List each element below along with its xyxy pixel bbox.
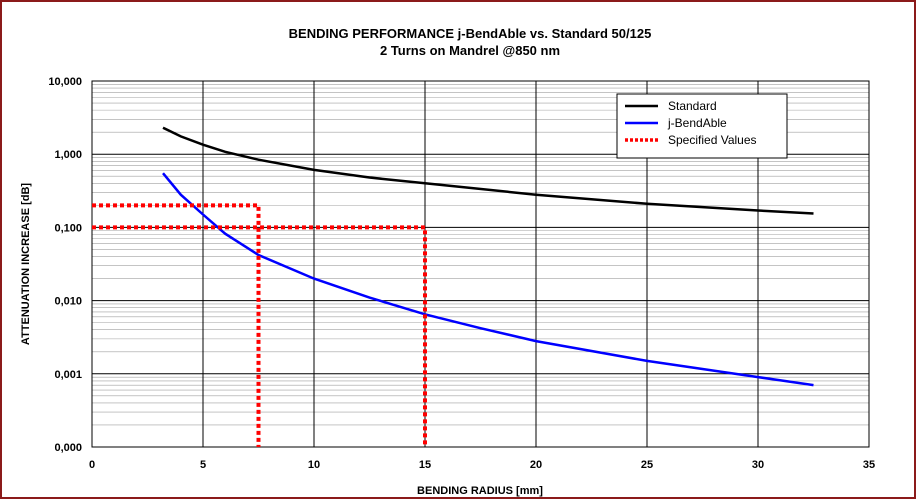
- x-tick-label: 0: [89, 459, 95, 471]
- series-standard-line: [162, 126, 814, 215]
- y-axis-label: ATTENUATION INCREASE [dB]: [20, 183, 32, 345]
- x-tick-label: 30: [752, 459, 764, 471]
- legend-label-standard: Standard: [668, 99, 717, 113]
- x-tick-label: 15: [419, 459, 431, 471]
- legend-label-j-bendable: j-BendAble: [667, 116, 727, 130]
- y-tick-label: 0,001: [54, 369, 82, 381]
- x-axis-label: BENDING RADIUS [mm]: [417, 485, 543, 497]
- chart-subtitle: 2 Turns on Mandrel @850 nm: [380, 43, 560, 58]
- x-tick-label: 10: [308, 459, 320, 471]
- y-tick-label: 0,100: [54, 222, 82, 234]
- legend-label-specified-values: Specified Values: [668, 133, 757, 147]
- series-specified-values-line: [92, 225, 427, 447]
- y-axis-ticks: 10,000 1,000 0,100 0,010 0,001 0,000: [48, 76, 82, 454]
- y-tick-label: 10,000: [48, 76, 82, 88]
- y-tick-label: 0,010: [54, 296, 82, 308]
- legend-box: [616, 93, 788, 159]
- series-j-bendable-line: [162, 172, 814, 387]
- y-tick-label: 1,000: [54, 149, 82, 161]
- x-axis-ticks: 0 5 10 15 20 25 30 35: [89, 459, 875, 471]
- y-tick-label: 0,000: [54, 442, 82, 454]
- x-tick-label: 35: [863, 459, 875, 471]
- x-tick-label: 20: [530, 459, 542, 471]
- series-specified-values-line: [92, 203, 261, 447]
- plot-area: [91, 80, 870, 448]
- chart-title: BENDING PERFORMANCE j-BendAble vs. Stand…: [289, 26, 652, 41]
- series-layer: [92, 126, 814, 447]
- minor-gridlines: [92, 84, 869, 426]
- legend: Standard j-BendAble Specified Values: [616, 93, 788, 159]
- x-tick-label: 25: [641, 459, 653, 471]
- x-tick-label: 5: [200, 459, 206, 471]
